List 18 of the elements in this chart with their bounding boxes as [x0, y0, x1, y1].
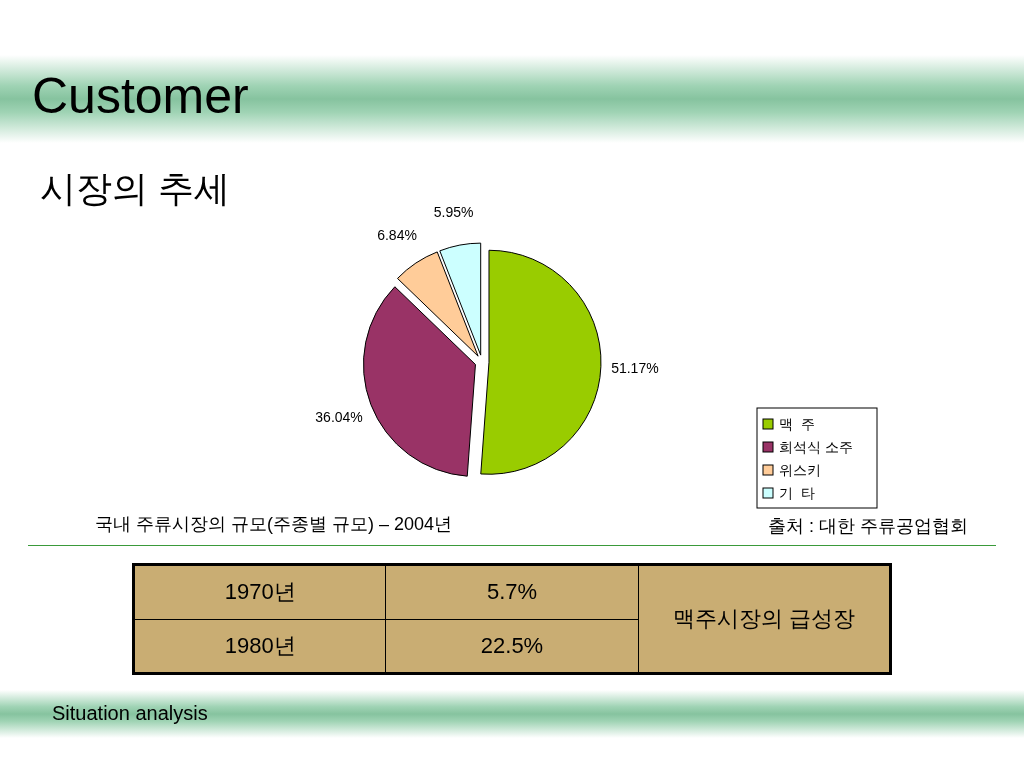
chart-title: Customer	[32, 67, 249, 126]
data-label: 5.95%	[433, 203, 474, 220]
data-label: 51.17%	[611, 359, 659, 376]
data-label: 36.04%	[315, 408, 363, 425]
text: 맥주시장의 급성장	[638, 564, 891, 674]
legend-label: 희석식 소주	[779, 439, 853, 455]
data-label: 6.84%	[377, 226, 417, 243]
text: Situation analysis	[52, 701, 208, 726]
legend-label: 맥 주	[779, 416, 815, 432]
text: 22.5%	[385, 619, 639, 674]
text: 5.7%	[385, 564, 639, 619]
chart-subtitle: 시장의 추세	[40, 167, 231, 211]
text: 1980년	[133, 619, 386, 674]
legend-label: 위스키	[779, 462, 821, 478]
source-note: 출처 : 대한 주류공업협회	[767, 515, 968, 538]
text: 국내 주류시장의 규모(주종별 규모) – 2004년	[95, 513, 453, 536]
legend-label: 기 타	[779, 485, 815, 501]
text: 1970년	[133, 564, 386, 619]
